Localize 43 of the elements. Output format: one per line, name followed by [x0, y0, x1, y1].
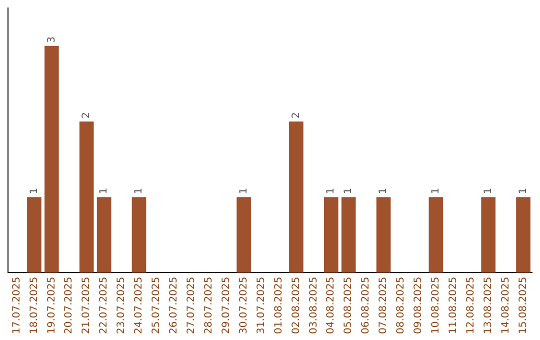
x-tick-label: 05.08.2025: [343, 276, 354, 334]
x-tick-label: 06.08.2025: [360, 276, 372, 334]
x-tick-label: 31.07.2025: [256, 276, 267, 334]
x-tick-label: 15.08.2025: [518, 276, 529, 334]
data-label: 1: [238, 188, 250, 194]
x-tick-label: 20.07.2025: [64, 276, 75, 334]
x-tick-label: 19.07.2025: [46, 276, 58, 334]
x-tick-label: 08.08.2025: [396, 276, 407, 334]
x-tick-label: 25.07.2025: [151, 276, 162, 334]
x-tick-label: 28.07.2025: [203, 276, 214, 334]
x-tick-label: 01.08.2025: [273, 276, 284, 334]
x-tick-label: 22.07.2025: [98, 276, 110, 334]
x-tick-label: 04.08.2025: [326, 276, 337, 334]
x-tick-label: 30.07.2025: [238, 276, 250, 334]
data-label: 3: [46, 36, 58, 43]
data-label: 1: [482, 188, 494, 194]
data-label: 2: [290, 112, 302, 118]
data-label: 1: [98, 188, 110, 194]
x-tick-label: 26.07.2025: [168, 276, 180, 334]
x-tick-label: 09.08.2025: [413, 276, 424, 334]
x-tick-label: 29.07.2025: [220, 276, 232, 334]
x-tick-label: 17.07.2025: [11, 276, 22, 334]
data-label: 1: [518, 188, 529, 194]
x-tick-label: 21.07.2025: [81, 276, 92, 334]
data-label: 1: [430, 188, 442, 194]
x-tick-label: 11.08.2025: [448, 276, 459, 334]
x-tick-label: 24.07.2025: [134, 276, 145, 334]
x-tick-label: 18.07.2025: [28, 276, 40, 334]
data-label: 1: [134, 188, 145, 194]
x-tick-label: 14.08.2025: [500, 276, 512, 334]
data-label: 1: [378, 188, 390, 194]
x-tick-label: 12.08.2025: [465, 276, 476, 334]
x-tick-label: 02.08.2025: [290, 276, 302, 334]
data-label: 1: [28, 188, 40, 194]
x-tick-label: 27.07.2025: [186, 276, 197, 334]
x-tick-label: 13.08.2025: [482, 276, 494, 334]
data-label: 2: [81, 112, 92, 118]
x-tick-label: 10.08.2025: [430, 276, 442, 334]
data-label: 1: [343, 188, 354, 194]
x-tick-label: 23.07.2025: [116, 276, 128, 334]
data-label: 1: [326, 188, 337, 194]
x-tick-label: 03.08.2025: [308, 276, 320, 334]
x-tick-label: 07.08.2025: [378, 276, 390, 334]
